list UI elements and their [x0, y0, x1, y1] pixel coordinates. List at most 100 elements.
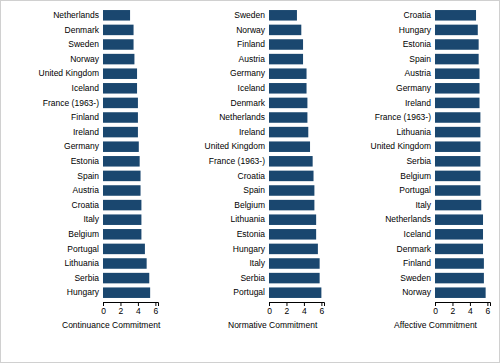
tick: Italy	[83, 214, 103, 224]
category-label: Austria	[73, 185, 100, 195]
bar	[103, 68, 137, 79]
axis-line	[435, 9, 436, 301]
category-label: Serbia	[406, 156, 431, 166]
tick: United Kingdom	[371, 141, 435, 151]
tick: Netherlands	[219, 112, 269, 122]
tick: Lithuania	[64, 258, 103, 268]
bar	[269, 171, 314, 182]
category-label: Norway	[70, 54, 100, 64]
tick: Hungary	[67, 287, 103, 297]
tick: Germany	[230, 68, 269, 78]
tick: Spain	[77, 171, 103, 181]
bar	[435, 141, 480, 152]
tick: Denmark	[397, 244, 435, 254]
category-label: Spain	[243, 185, 265, 195]
tick: Finland	[71, 112, 103, 122]
category-label: Norway	[236, 25, 266, 35]
tick: Hungary	[233, 244, 269, 254]
bar	[103, 39, 134, 50]
category-label: Belgium	[68, 229, 99, 239]
tick: Austria	[73, 185, 103, 195]
tick: Norway	[70, 54, 103, 64]
category-label: Lithuania	[396, 127, 431, 137]
bar	[435, 229, 483, 240]
tick: Iceland	[404, 229, 435, 239]
panel: CroatiaHungaryEstoniaSpainAustriaGermany…	[371, 9, 491, 331]
bar	[103, 98, 138, 109]
bar	[103, 229, 141, 240]
category-label: Hungary	[233, 244, 266, 254]
tick-label: 6	[154, 306, 159, 316]
bar	[269, 200, 314, 211]
category-label: Iceland	[404, 229, 432, 239]
category-label: Denmark	[65, 25, 100, 35]
bar	[269, 127, 308, 138]
tick: Serbia	[240, 273, 269, 283]
tick: France (1963-)	[43, 98, 103, 108]
tick: Italy	[415, 200, 435, 210]
tick: Croatia	[72, 200, 103, 210]
tick: Belgium	[68, 229, 103, 239]
bar	[435, 68, 480, 79]
tick: Finland	[403, 258, 435, 268]
category-label: Netherlands	[219, 112, 265, 122]
bar	[435, 273, 484, 284]
bar	[435, 25, 478, 36]
tick: Germany	[64, 141, 103, 151]
bar	[269, 273, 320, 284]
bar	[103, 214, 141, 225]
category-label: Estonia	[71, 156, 100, 166]
bar	[269, 141, 310, 152]
category-label: Hungary	[399, 25, 432, 35]
value-axis: 0246	[101, 302, 158, 316]
category-label: Spain	[409, 54, 431, 64]
tick: Finland	[237, 39, 269, 49]
bar	[269, 54, 303, 65]
tick: Spain	[243, 185, 269, 195]
category-label: Iceland	[238, 83, 266, 93]
category-label: United Kingdom	[205, 141, 265, 151]
tick: Ireland	[73, 127, 103, 137]
axis-title: Normative Commitment	[228, 320, 318, 330]
tick: Italy	[249, 258, 269, 268]
bar	[103, 156, 140, 167]
tick: Portugal	[399, 185, 435, 195]
bar	[269, 112, 307, 123]
bar	[435, 98, 480, 109]
category-label: Finland	[403, 258, 431, 268]
category-label: Austria	[405, 68, 432, 78]
tick: France (1963-)	[209, 156, 269, 166]
category-label: Belgium	[400, 171, 431, 181]
tick: 6	[154, 302, 159, 316]
bar	[435, 83, 480, 94]
bar	[103, 273, 149, 284]
tick: Ireland	[405, 98, 435, 108]
tick: Iceland	[238, 83, 269, 93]
tick: Belgium	[234, 200, 269, 210]
axis-line	[270, 303, 325, 307]
category-label: Sweden	[400, 273, 431, 283]
tick: Portugal	[67, 244, 103, 254]
tick: Lithuania	[230, 214, 269, 224]
background	[1, 1, 500, 363]
bar	[103, 10, 130, 21]
bar	[269, 83, 307, 94]
category-label: Sweden	[68, 39, 99, 49]
category-label: Denmark	[231, 98, 266, 108]
bar	[103, 171, 141, 182]
bar	[269, 68, 307, 79]
category-axis: SwedenNorwayFinlandAustriaGermanyIceland…	[205, 9, 270, 301]
tick: Sweden	[400, 273, 435, 283]
bar	[269, 229, 316, 240]
bar	[269, 185, 314, 196]
bar	[269, 287, 321, 298]
category-label: Serbia	[74, 273, 99, 283]
bar	[269, 10, 297, 21]
tick: Serbia	[74, 273, 103, 283]
bars	[103, 10, 150, 298]
bar	[269, 244, 318, 255]
bar	[103, 83, 137, 94]
tick: Croatia	[404, 10, 435, 20]
category-label: Sweden	[234, 10, 265, 20]
bar	[269, 156, 313, 167]
